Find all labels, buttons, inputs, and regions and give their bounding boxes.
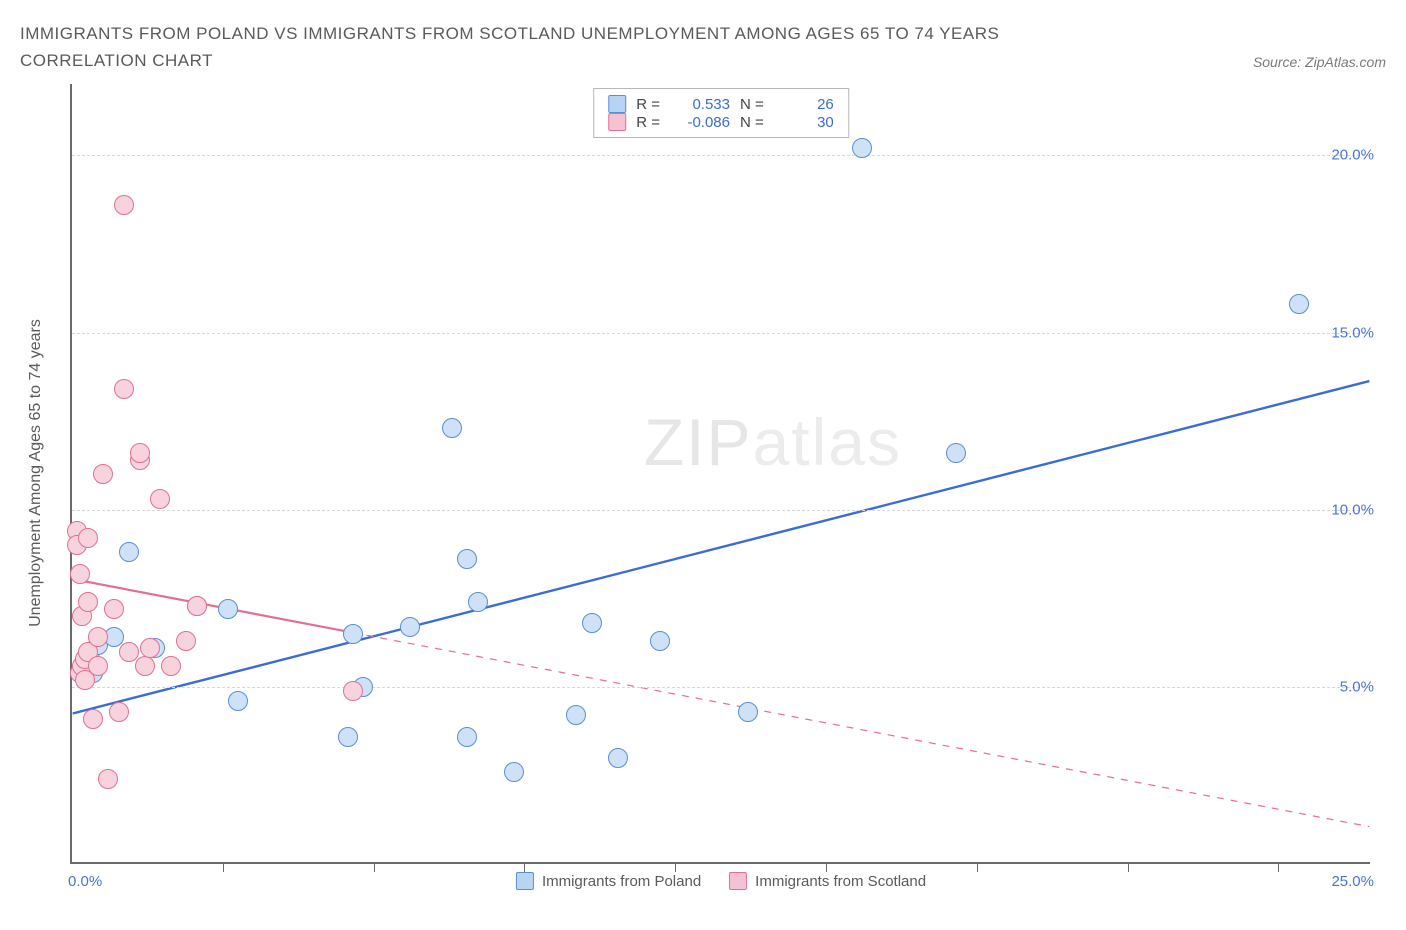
marker-poland <box>582 613 602 633</box>
marker-scotland <box>114 195 134 215</box>
title-row: IMMIGRANTS FROM POLAND VS IMMIGRANTS FRO… <box>20 20 1386 74</box>
y-tick-label: 5.0% <box>1340 679 1374 696</box>
chart-wrapper: IMMIGRANTS FROM POLAND VS IMMIGRANTS FRO… <box>20 20 1386 864</box>
marker-scotland <box>187 596 207 616</box>
legend-bottom-swatch-0 <box>516 872 534 890</box>
marker-poland <box>946 443 966 463</box>
x-tick <box>675 862 676 872</box>
legend-n-label-0: N = <box>740 96 764 113</box>
y-tick-label: 20.0% <box>1331 147 1374 164</box>
marker-scotland <box>109 702 129 722</box>
legend-bottom-swatch-1 <box>729 872 747 890</box>
legend-top-row-1: R = -0.086 N = 30 <box>608 113 834 131</box>
y-tick-label: 10.0% <box>1331 501 1374 518</box>
gridline <box>72 687 1370 688</box>
marker-scotland <box>88 656 108 676</box>
marker-scotland <box>114 379 134 399</box>
legend-r-value-0: 0.533 <box>670 96 730 113</box>
watermark-a: ZIP <box>644 405 753 479</box>
marker-scotland <box>83 709 103 729</box>
marker-scotland <box>161 656 181 676</box>
marker-scotland <box>130 443 150 463</box>
x-tick <box>1278 862 1279 872</box>
x-tick <box>977 862 978 872</box>
trend-lines-svg <box>72 84 1370 862</box>
legend-bottom-item-1: Immigrants from Scotland <box>729 872 926 890</box>
y-tick-label: 15.0% <box>1331 324 1374 341</box>
source-label: Source: ZipAtlas.com <box>1253 54 1386 74</box>
legend-top: R = 0.533 N = 26 R = -0.086 N = 30 <box>593 88 849 138</box>
legend-n-value-1: 30 <box>774 114 834 131</box>
legend-bottom-label-0: Immigrants from Poland <box>542 873 701 890</box>
marker-poland <box>608 748 628 768</box>
gridline <box>72 333 1370 334</box>
marker-poland <box>738 702 758 722</box>
chart-title: IMMIGRANTS FROM POLAND VS IMMIGRANTS FRO… <box>20 20 1120 74</box>
marker-scotland <box>140 638 160 658</box>
marker-poland <box>119 542 139 562</box>
marker-scotland <box>70 564 90 584</box>
plot-area: Unemployment Among Ages 65 to 74 years Z… <box>70 84 1370 864</box>
watermark-b: atlas <box>753 405 902 479</box>
marker-scotland <box>135 656 155 676</box>
marker-poland <box>852 138 872 158</box>
legend-swatch-1 <box>608 113 626 131</box>
marker-poland <box>1289 294 1309 314</box>
marker-poland <box>457 549 477 569</box>
marker-scotland <box>93 464 113 484</box>
marker-poland <box>343 624 363 644</box>
gridline <box>72 155 1370 156</box>
legend-n-label-1: N = <box>740 114 764 131</box>
legend-top-row-0: R = 0.533 N = 26 <box>608 95 834 113</box>
legend-bottom: Immigrants from Poland Immigrants from S… <box>516 872 926 890</box>
marker-scotland <box>88 627 108 647</box>
marker-poland <box>218 599 238 619</box>
marker-poland <box>400 617 420 637</box>
marker-scotland <box>98 769 118 789</box>
x-tick <box>524 862 525 872</box>
marker-poland <box>338 727 358 747</box>
x-tick <box>223 862 224 872</box>
legend-bottom-item-0: Immigrants from Poland <box>516 872 701 890</box>
x-tick <box>1128 862 1129 872</box>
x-axis-label-right: 25.0% <box>1331 873 1374 890</box>
marker-poland <box>468 592 488 612</box>
x-tick <box>826 862 827 872</box>
marker-scotland <box>176 631 196 651</box>
x-tick <box>374 862 375 872</box>
y-axis-title: Unemployment Among Ages 65 to 74 years <box>27 320 45 628</box>
marker-scotland <box>343 681 363 701</box>
x-axis-label-left: 0.0% <box>68 873 102 890</box>
legend-bottom-label-1: Immigrants from Scotland <box>755 873 926 890</box>
marker-scotland <box>150 489 170 509</box>
marker-scotland <box>104 599 124 619</box>
marker-poland <box>566 705 586 725</box>
marker-scotland <box>78 592 98 612</box>
marker-poland <box>442 418 462 438</box>
marker-scotland <box>78 528 98 548</box>
legend-r-value-1: -0.086 <box>670 114 730 131</box>
legend-swatch-0 <box>608 95 626 113</box>
marker-poland <box>504 762 524 782</box>
watermark: ZIPatlas <box>644 404 902 480</box>
legend-n-value-0: 26 <box>774 96 834 113</box>
legend-r-label-1: R = <box>636 114 660 131</box>
gridline <box>72 510 1370 511</box>
marker-poland <box>457 727 477 747</box>
marker-poland <box>650 631 670 651</box>
legend-r-label-0: R = <box>636 96 660 113</box>
marker-poland <box>228 691 248 711</box>
